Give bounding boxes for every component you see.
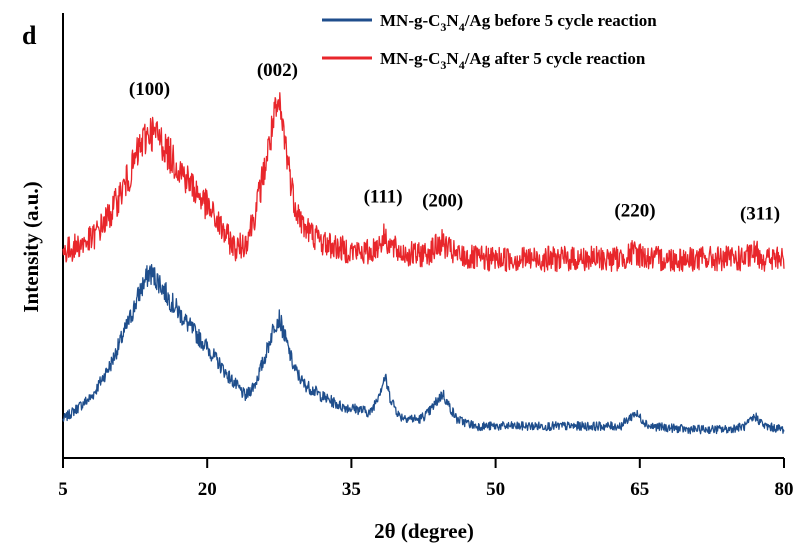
peak-label: (100)	[129, 79, 170, 100]
x-axis-title: 2θ (degree)	[374, 519, 474, 543]
peak-label: (111)	[364, 187, 403, 208]
legend-label-before: MN-g-C3N4/Ag before 5 cycle reaction	[380, 11, 657, 34]
x-tick-label: 50	[486, 479, 505, 500]
x-tick-label: 80	[775, 479, 794, 500]
series-layer	[62, 92, 785, 435]
series-line-after	[62, 92, 785, 273]
x-tick-label: 65	[630, 479, 649, 500]
panel-label: d	[22, 21, 37, 50]
legend: MN-g-C3N4/Ag before 5 cycle reaction MN-…	[322, 11, 657, 72]
peak-label: (002)	[257, 60, 298, 81]
y-axis-title: Intensity (a.u.)	[19, 181, 43, 312]
series-line-before	[62, 263, 785, 435]
x-ticks: 5 20 35 50 65 80	[58, 458, 794, 500]
x-tick-label: 35	[342, 479, 361, 500]
x-tick-label: 20	[198, 479, 217, 500]
x-tick-label: 5	[58, 479, 68, 500]
peak-label: (311)	[740, 204, 780, 225]
peak-label: (200)	[422, 191, 463, 212]
legend-label-after: MN-g-C3N4/Ag after 5 cycle reaction	[380, 49, 646, 72]
peak-label: (220)	[614, 200, 655, 221]
peak-labels: (100) (002) (111) (200) (220) (311)	[129, 60, 780, 225]
